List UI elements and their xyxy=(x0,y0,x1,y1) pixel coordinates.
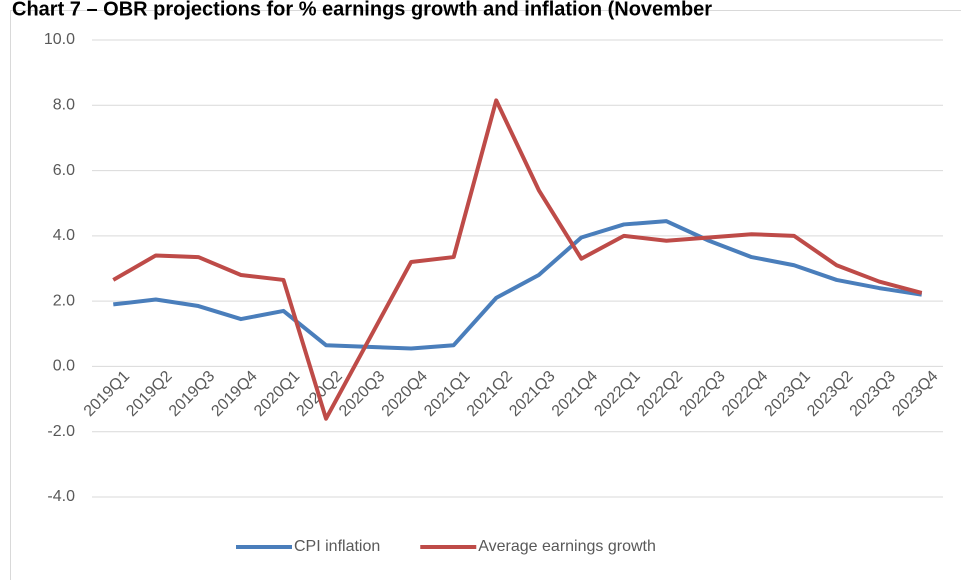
x-tick-label: 2019Q3 xyxy=(166,368,218,420)
y-tick-label: 2.0 xyxy=(53,292,75,309)
legend-label: CPI inflation xyxy=(294,538,380,555)
x-tick-label: 2019Q4 xyxy=(208,368,260,420)
x-tick-label: 2019Q2 xyxy=(123,368,175,420)
x-tick-label: 2023Q4 xyxy=(889,368,941,420)
x-tick-label: 2021Q2 xyxy=(464,368,516,420)
x-tick-label: 2020Q3 xyxy=(336,368,388,420)
y-tick-label: -2.0 xyxy=(47,423,75,440)
x-tick-label: 2022Q1 xyxy=(591,368,643,420)
x-tick-label: 2020Q4 xyxy=(379,368,431,420)
x-tick-label: 2020Q1 xyxy=(251,368,303,420)
x-tick-label: 2023Q3 xyxy=(847,368,899,420)
chart-title: Chart 7 – OBR projections for % earnings… xyxy=(12,0,712,20)
legend-label: Average earnings growth xyxy=(478,538,656,555)
y-tick-label: 10.0 xyxy=(44,31,75,48)
x-tick-label: 2021Q3 xyxy=(506,368,558,420)
x-tick-label: 2022Q3 xyxy=(677,368,729,420)
x-tick-label: 2019Q1 xyxy=(81,368,133,420)
series-line xyxy=(112,98,923,421)
x-tick-label: 2023Q2 xyxy=(804,368,856,420)
chart-border xyxy=(10,10,961,580)
y-tick-label: 6.0 xyxy=(53,162,75,179)
y-tick-label: 4.0 xyxy=(53,227,75,244)
y-tick-label: -4.0 xyxy=(47,488,75,505)
x-tick-label: 2021Q1 xyxy=(421,368,473,420)
x-tick-label: 2021Q4 xyxy=(549,368,601,420)
series-line xyxy=(113,219,923,351)
x-tick-label: 2022Q2 xyxy=(634,368,686,420)
y-tick-label: 0.0 xyxy=(53,358,75,375)
x-tick-label: 2022Q4 xyxy=(719,368,771,420)
x-tick-label: 2023Q1 xyxy=(762,368,814,420)
y-tick-label: 8.0 xyxy=(53,97,75,114)
